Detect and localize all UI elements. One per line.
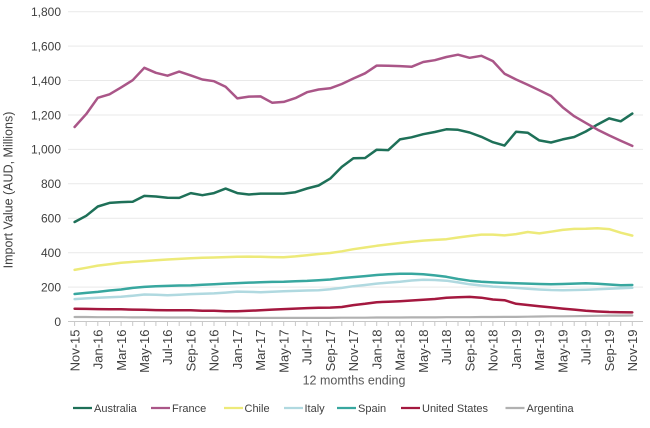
svg-text:Jul-16: Jul-16 xyxy=(160,330,175,365)
svg-text:Import Value (AUD, Millions): Import Value (AUD, Millions) xyxy=(2,112,16,269)
svg-text:Argentina: Argentina xyxy=(527,403,575,415)
svg-text:Jan-18: Jan-18 xyxy=(369,330,384,370)
svg-text:Jul-19: Jul-19 xyxy=(579,330,594,365)
svg-text:Nov-19: Nov-19 xyxy=(625,330,640,372)
svg-text:Sep-16: Sep-16 xyxy=(184,330,199,372)
svg-text:Chile: Chile xyxy=(245,403,270,415)
svg-text:Mar-18: Mar-18 xyxy=(393,330,408,371)
svg-text:Mar-17: Mar-17 xyxy=(253,330,268,371)
svg-text:12 momths ending: 12 momths ending xyxy=(303,374,406,388)
svg-text:May-18: May-18 xyxy=(416,330,431,373)
svg-text:Mar-19: Mar-19 xyxy=(532,330,547,371)
svg-text:May-19: May-19 xyxy=(555,330,570,373)
svg-text:Australia: Australia xyxy=(94,403,138,415)
svg-text:1,200: 1,200 xyxy=(31,108,61,122)
svg-text:Jul-17: Jul-17 xyxy=(300,330,315,365)
svg-text:Nov-17: Nov-17 xyxy=(346,330,361,372)
svg-text:Jan-17: Jan-17 xyxy=(230,330,245,370)
svg-text:600: 600 xyxy=(41,212,61,226)
svg-text:Sep-18: Sep-18 xyxy=(462,330,477,372)
svg-text:1,600: 1,600 xyxy=(31,39,61,53)
svg-text:France: France xyxy=(172,403,206,415)
svg-text:United States: United States xyxy=(422,403,489,415)
svg-text:400: 400 xyxy=(41,246,61,260)
svg-text:Nov-18: Nov-18 xyxy=(486,330,501,372)
svg-text:Jul-18: Jul-18 xyxy=(439,330,454,365)
svg-text:Nov-15: Nov-15 xyxy=(67,330,82,372)
svg-text:Mar-16: Mar-16 xyxy=(114,330,129,371)
svg-text:May-16: May-16 xyxy=(137,330,152,373)
svg-text:Sep-17: Sep-17 xyxy=(323,330,338,372)
svg-text:Italy: Italy xyxy=(305,403,326,415)
svg-text:1,400: 1,400 xyxy=(31,74,61,88)
svg-text:May-17: May-17 xyxy=(276,330,291,373)
svg-text:0: 0 xyxy=(54,315,61,329)
svg-text:Nov-16: Nov-16 xyxy=(207,330,222,372)
svg-text:800: 800 xyxy=(41,177,61,191)
svg-text:Sep-19: Sep-19 xyxy=(602,330,617,372)
svg-text:1,800: 1,800 xyxy=(31,5,61,19)
svg-text:Spain: Spain xyxy=(358,403,386,415)
svg-text:1,000: 1,000 xyxy=(31,143,61,157)
svg-text:Jan-16: Jan-16 xyxy=(91,330,106,370)
svg-text:Jan-19: Jan-19 xyxy=(509,330,524,370)
svg-text:200: 200 xyxy=(41,280,61,294)
